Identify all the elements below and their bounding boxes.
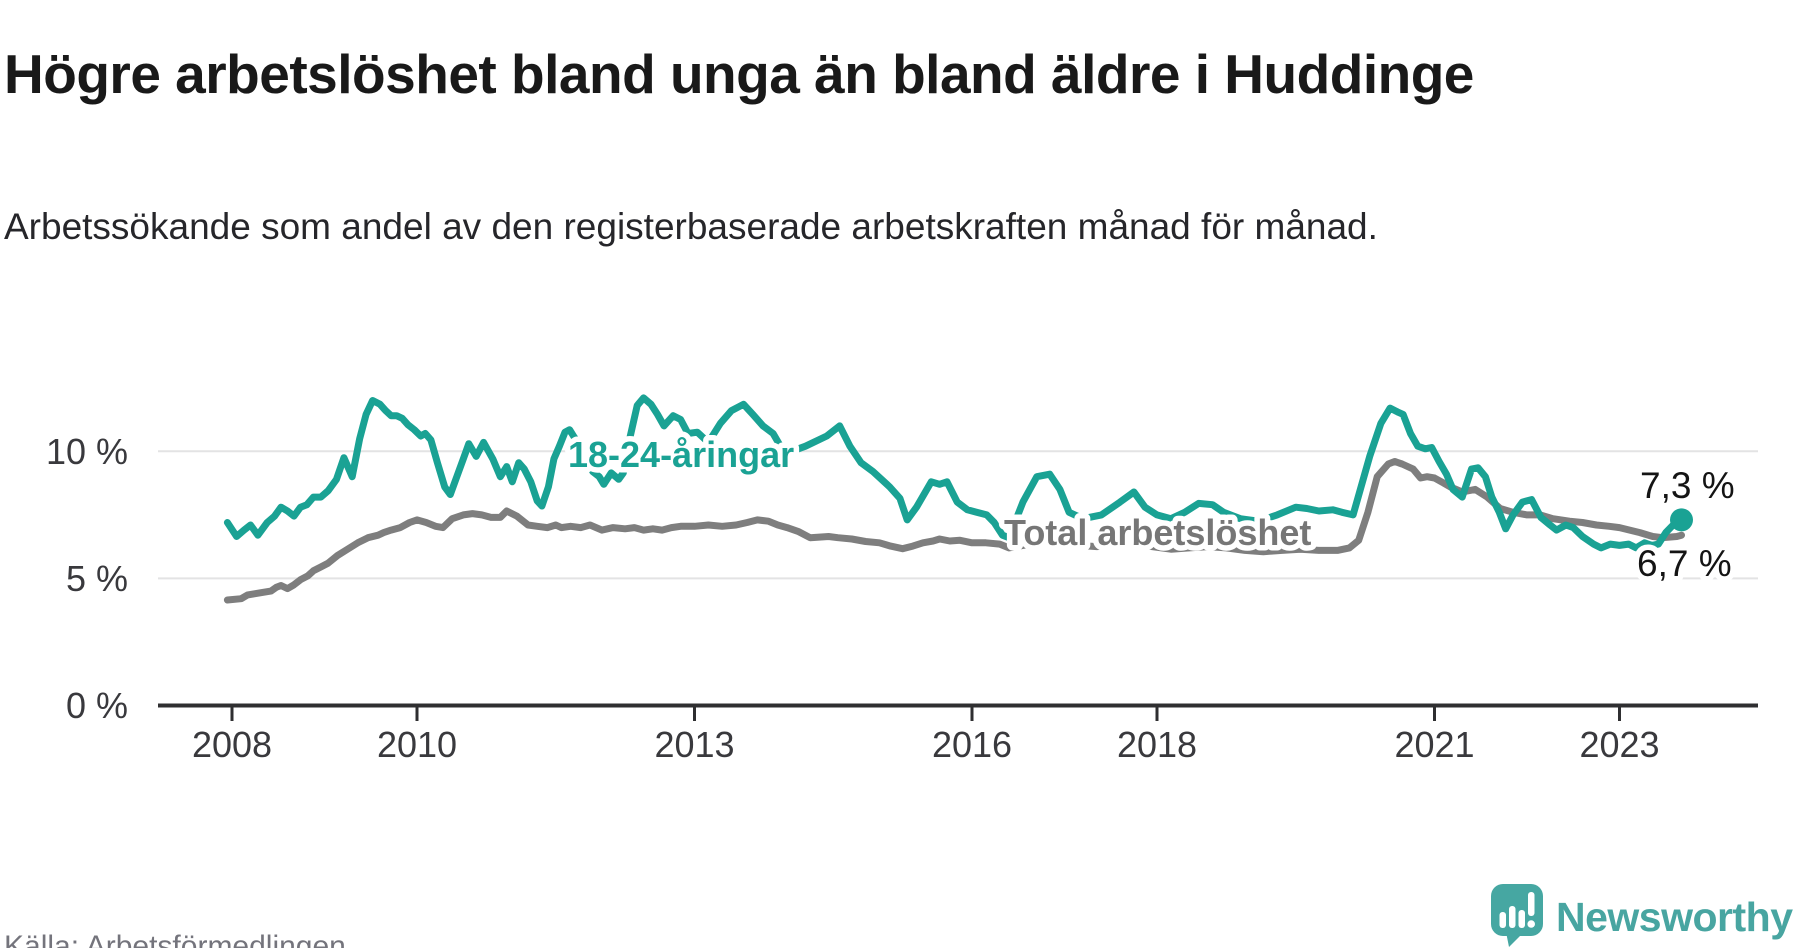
y-axis: 0 % 5 % 10 %: [46, 431, 128, 726]
total-unemployment-line: [223, 458, 1685, 604]
y-tick-label: 10 %: [46, 431, 128, 472]
youth-end-value: 7,3 %: [1640, 465, 1735, 506]
x-tick-label: 2018: [1117, 724, 1197, 765]
chart-subtitle: Arbetssökande som andel av den registerb…: [4, 206, 1378, 247]
total-series-label: Total arbetslöshet: [1004, 512, 1311, 553]
series-end-dot: [1670, 508, 1693, 532]
y-tick-label: 5 %: [66, 558, 128, 599]
x-tick-label: 2008: [192, 724, 272, 765]
page-title: Högre arbetslöshet bland unga än bland ä…: [4, 42, 1474, 105]
x-tick-label: 2013: [654, 724, 734, 765]
youth-unemployment-line: [223, 394, 1685, 552]
newsworthy-wordmark: Newsworthy: [1556, 894, 1793, 940]
x-tick-label: 2010: [377, 724, 457, 765]
total-end-value: 6,7 %: [1637, 543, 1732, 584]
x-tick-label: 2023: [1579, 724, 1659, 765]
youth-series-label: 18-24-åringar: [568, 434, 794, 475]
newsworthy-logo-icon: [1491, 884, 1543, 947]
source-note: Källa: Arbetsförmedlingen: [4, 930, 346, 948]
gridlines: [158, 450, 1758, 708]
x-axis: 2008 2010 2013 2016 2018 2021 2023: [192, 707, 1660, 765]
x-tick-label: 2021: [1394, 724, 1474, 765]
x-tick-label: 2016: [932, 724, 1012, 765]
y-tick-label: 0 %: [66, 685, 128, 726]
